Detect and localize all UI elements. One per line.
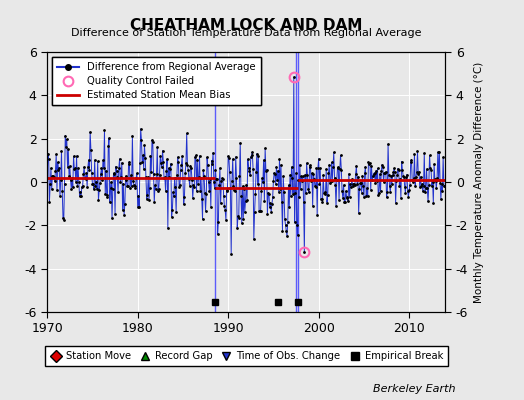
Text: Difference of Station Temperature Data from Regional Average: Difference of Station Temperature Data f… bbox=[71, 28, 421, 38]
Text: Berkeley Earth: Berkeley Earth bbox=[374, 384, 456, 394]
Text: CHEATHAM LOCK AND DAM: CHEATHAM LOCK AND DAM bbox=[130, 18, 363, 33]
Legend: Station Move, Record Gap, Time of Obs. Change, Empirical Break: Station Move, Record Gap, Time of Obs. C… bbox=[45, 346, 448, 366]
Legend: Difference from Regional Average, Quality Control Failed, Estimated Station Mean: Difference from Regional Average, Qualit… bbox=[52, 57, 261, 105]
Y-axis label: Monthly Temperature Anomaly Difference (°C): Monthly Temperature Anomaly Difference (… bbox=[474, 61, 484, 303]
